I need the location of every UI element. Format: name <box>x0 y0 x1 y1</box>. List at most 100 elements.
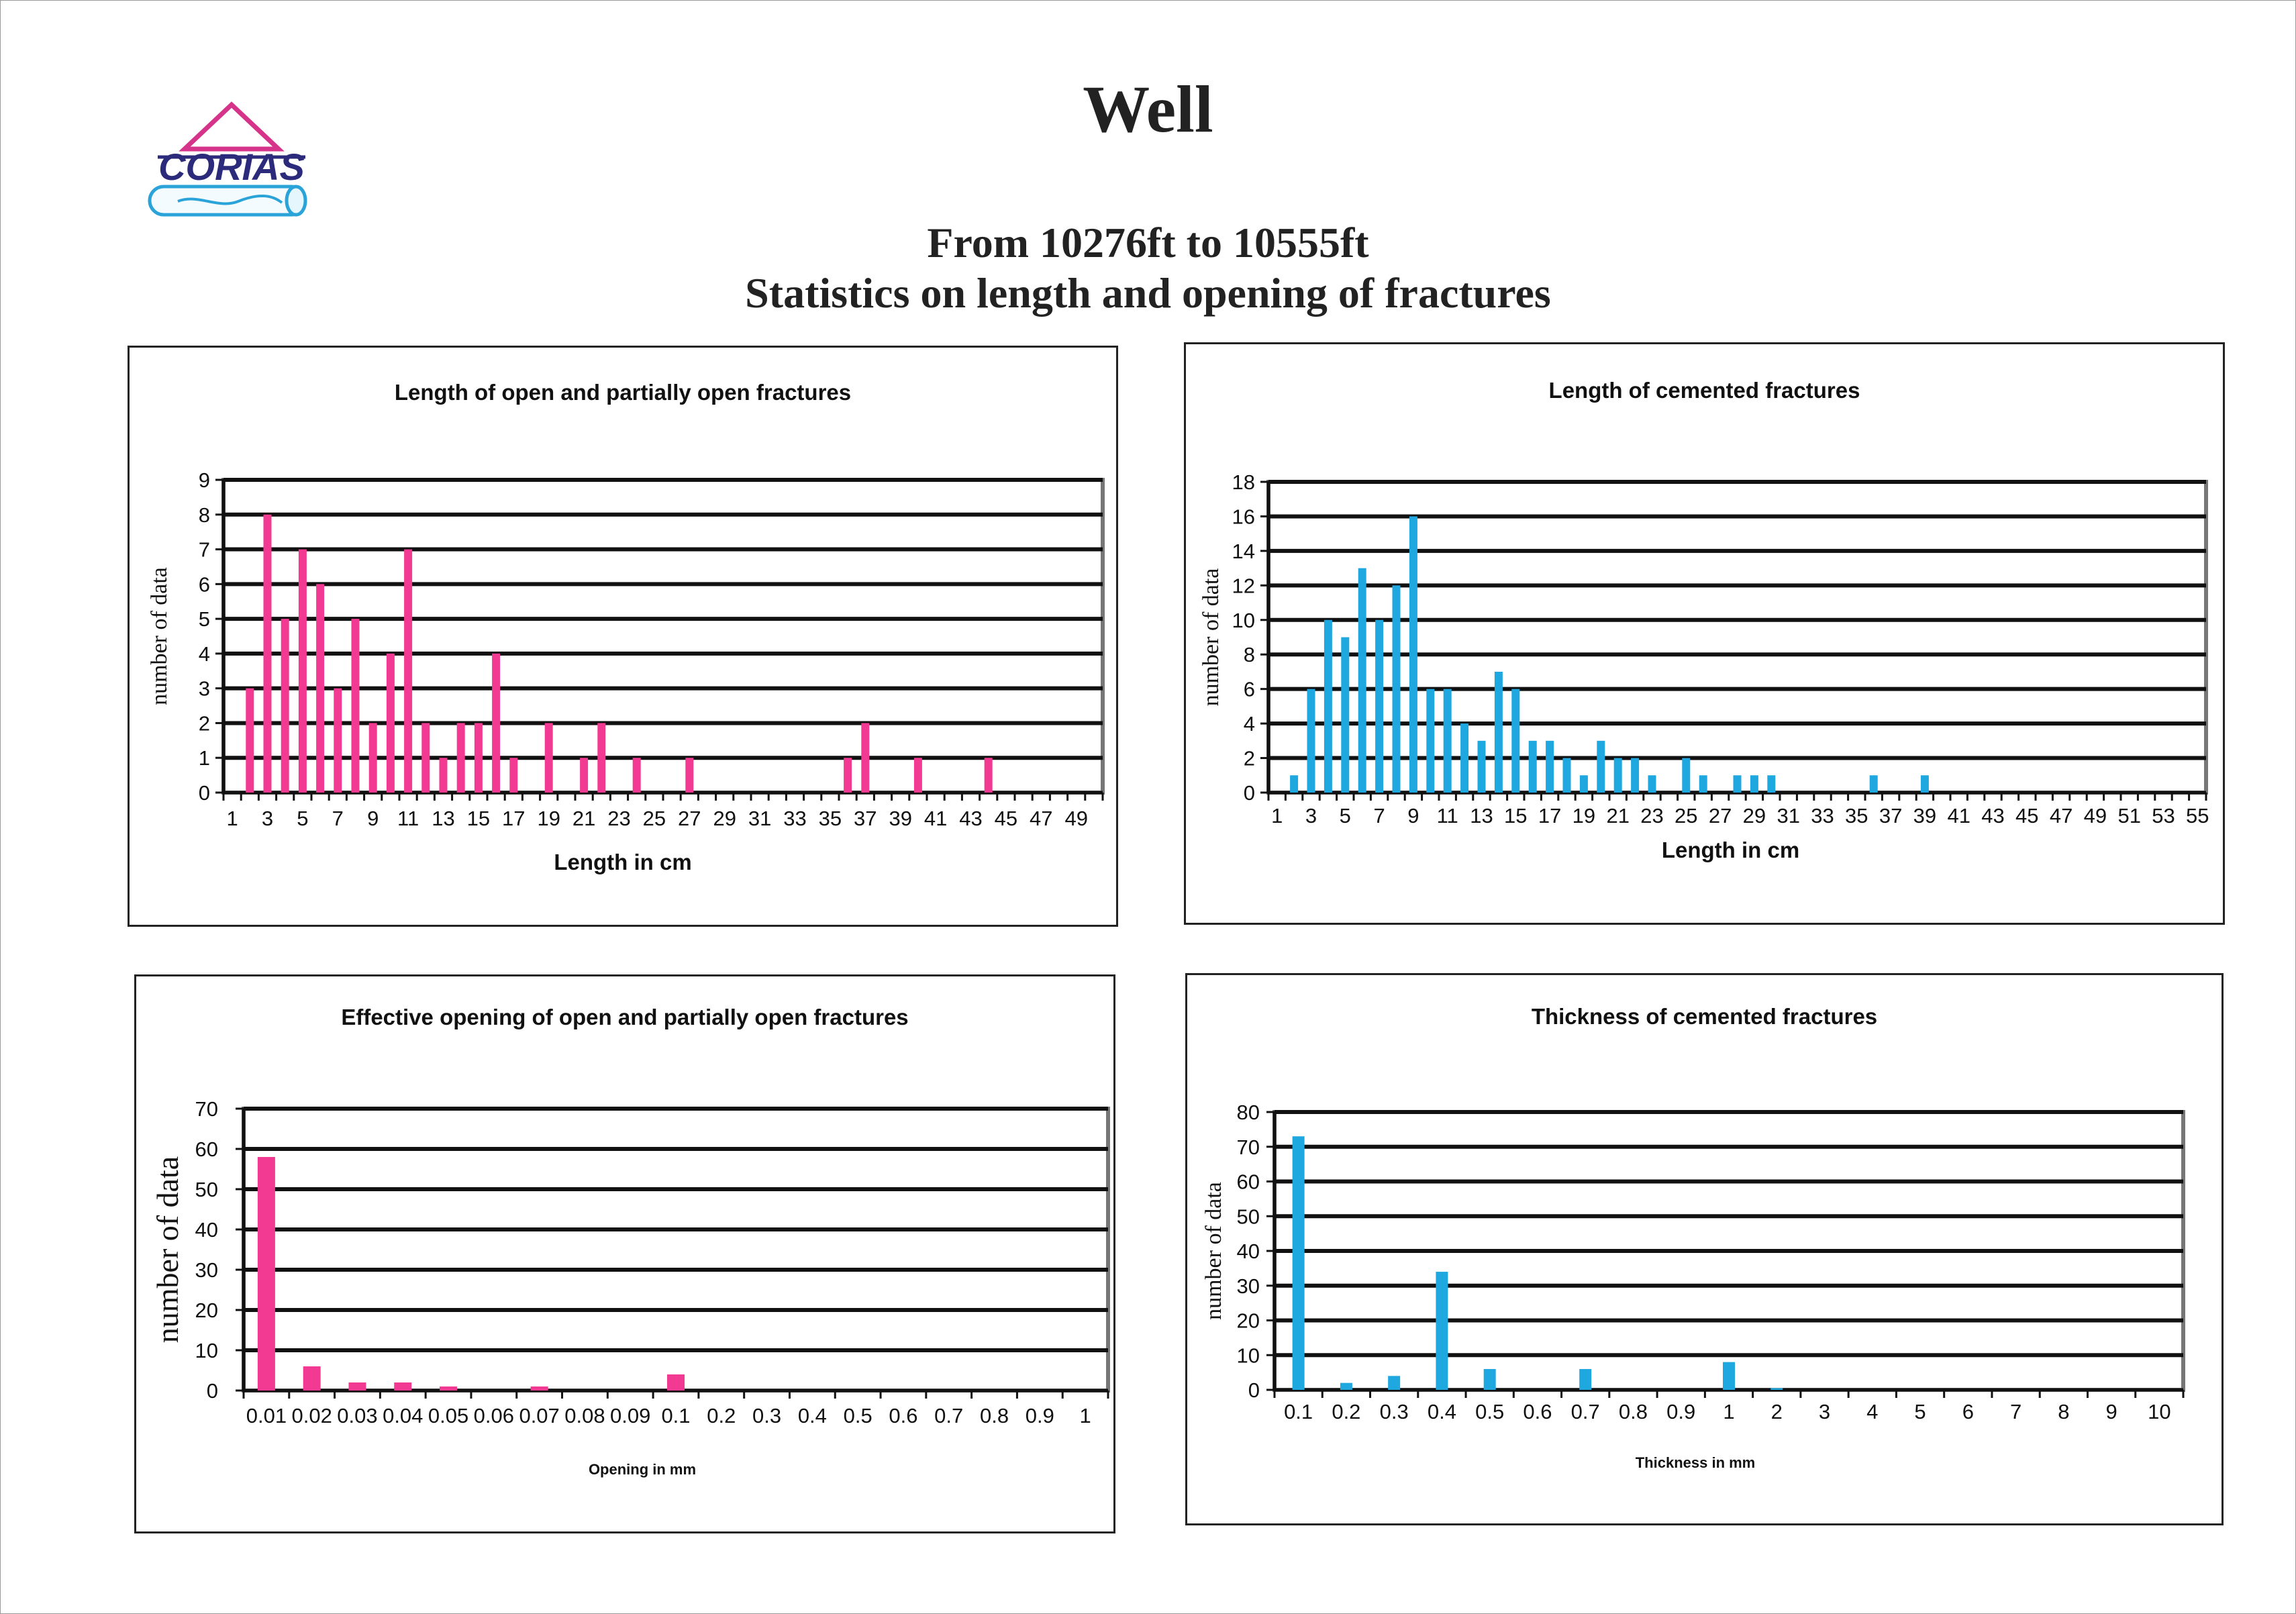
chart-title: Length of open and partially open fractu… <box>394 380 852 405</box>
y-tick-label: 60 <box>1237 1170 1260 1194</box>
bar <box>334 688 342 793</box>
y-tick-label: 0 <box>207 1379 218 1403</box>
x-tick-label: 3 <box>262 807 273 830</box>
bar <box>1358 568 1366 793</box>
bar <box>530 1386 548 1391</box>
bar <box>246 688 254 793</box>
x-tick-label: 9 <box>1407 804 1419 827</box>
bar <box>544 723 553 793</box>
bar <box>1392 585 1401 793</box>
x-tick-label: 10 <box>2148 1400 2170 1423</box>
x-tick-label: 0.9 <box>1666 1400 1695 1423</box>
x-tick-label: 45 <box>995 807 1017 830</box>
x-tick-label: 0.6 <box>889 1404 917 1427</box>
x-tick-label: 41 <box>1947 804 1970 827</box>
x-tick-label: 0.06 <box>474 1404 514 1427</box>
x-tick-label: 7 <box>332 807 344 830</box>
bar <box>303 1366 321 1391</box>
x-tick-label: 47 <box>1030 807 1052 830</box>
x-tick-label: 0.7 <box>934 1404 963 1427</box>
x-tick-label: 55 <box>2186 804 2209 827</box>
bar <box>1477 740 1486 793</box>
y-tick-label: 4 <box>1244 712 1255 736</box>
x-tick-label: 8 <box>2058 1400 2069 1423</box>
x-tick-label: 0.8 <box>1619 1400 1648 1423</box>
y-tick-label: 50 <box>1237 1205 1260 1228</box>
x-tick-label: 53 <box>2152 804 2175 827</box>
bar <box>1375 619 1384 793</box>
bar <box>1443 689 1452 793</box>
x-tick-label: 0.01 <box>246 1404 287 1427</box>
x-axis-label: Length in cm <box>1662 838 1799 862</box>
y-tick-label: 20 <box>1237 1309 1260 1333</box>
x-tick-label: 2 <box>1771 1400 1783 1423</box>
bar <box>1426 689 1435 793</box>
y-tick-label: 0 <box>1244 781 1255 805</box>
x-tick-label: 45 <box>2015 804 2038 827</box>
x-tick-label: 1 <box>226 807 238 830</box>
bar <box>1920 775 1929 793</box>
y-axis-label: number of data <box>147 567 172 705</box>
bar <box>1511 689 1520 793</box>
bar <box>474 723 483 793</box>
bar <box>1767 775 1776 793</box>
y-tick-label: 12 <box>1232 574 1255 597</box>
y-axis-label: number of data <box>1201 1182 1226 1320</box>
chart-title: Length of cemented fractures <box>1548 378 1860 403</box>
x-tick-label: 0.5 <box>1475 1400 1504 1423</box>
x-tick-label: 0.9 <box>1026 1404 1054 1427</box>
y-tick-label: 20 <box>195 1299 218 1322</box>
x-tick-label: 0.04 <box>383 1404 423 1427</box>
x-tick-label: 25 <box>1675 804 1697 827</box>
x-tick-label: 13 <box>1470 804 1493 827</box>
x-tick-label: 41 <box>924 807 947 830</box>
x-tick-label: 0.1 <box>661 1404 690 1427</box>
bar <box>1341 637 1350 793</box>
x-tick-label: 1 <box>1271 804 1283 827</box>
bar <box>685 758 694 793</box>
x-tick-label: 0.4 <box>1428 1400 1456 1423</box>
x-tick-label: 0.4 <box>798 1404 827 1427</box>
y-tick-label: 14 <box>1232 540 1255 563</box>
x-tick-label: 3 <box>1819 1400 1830 1423</box>
x-axis-label: Opening in mm <box>589 1461 696 1478</box>
bar <box>1494 671 1503 793</box>
y-tick-label: 18 <box>1232 470 1255 494</box>
x-axis-label: Length in cm <box>554 850 691 874</box>
bar <box>1562 758 1571 793</box>
bar <box>1460 723 1469 793</box>
x-tick-label: 19 <box>1573 804 1595 827</box>
page-title: Well <box>1083 72 1213 146</box>
chart-cemented-thickness-svg: 0 10 20 30 40 50 60 70 80 0.1 0.2 0.3 0.4 0.5 0.6 0.7 0.… <box>1201 1101 2185 1471</box>
y-tick-label: 6 <box>199 572 210 596</box>
y-tick-label: 10 <box>1232 609 1255 632</box>
bar <box>1733 775 1742 793</box>
x-tick-label: 0.3 <box>1380 1400 1409 1423</box>
x-tick-label: 5 <box>297 807 308 830</box>
x-tick-label: 21 <box>572 807 595 830</box>
bar <box>667 1374 685 1391</box>
bar <box>1579 1368 1592 1390</box>
bar <box>298 549 307 793</box>
bar <box>1307 689 1315 793</box>
x-tick-label: 39 <box>1913 804 1936 827</box>
bar <box>1699 775 1707 793</box>
x-tick-label: 17 <box>502 807 525 830</box>
bar <box>844 758 852 793</box>
y-tick-label: 30 <box>195 1258 218 1282</box>
x-tick-label: 0.3 <box>752 1404 781 1427</box>
bar <box>421 723 430 793</box>
x-tick-label: 35 <box>1845 804 1868 827</box>
y-tick-label: 30 <box>1237 1274 1260 1298</box>
bar <box>368 723 377 793</box>
logo-core-cylinder <box>148 185 307 217</box>
x-tick-label: 0.09 <box>610 1404 650 1427</box>
y-tick-label: 70 <box>195 1097 218 1121</box>
corias-logo: CORIAS <box>148 101 307 217</box>
x-tick-label: 9 <box>2105 1400 2117 1423</box>
chart-panel-open-length: Length of open and partially open fractu… <box>128 346 1118 927</box>
x-tick-label: 43 <box>959 807 982 830</box>
x-tick-label: 0.07 <box>519 1404 559 1427</box>
